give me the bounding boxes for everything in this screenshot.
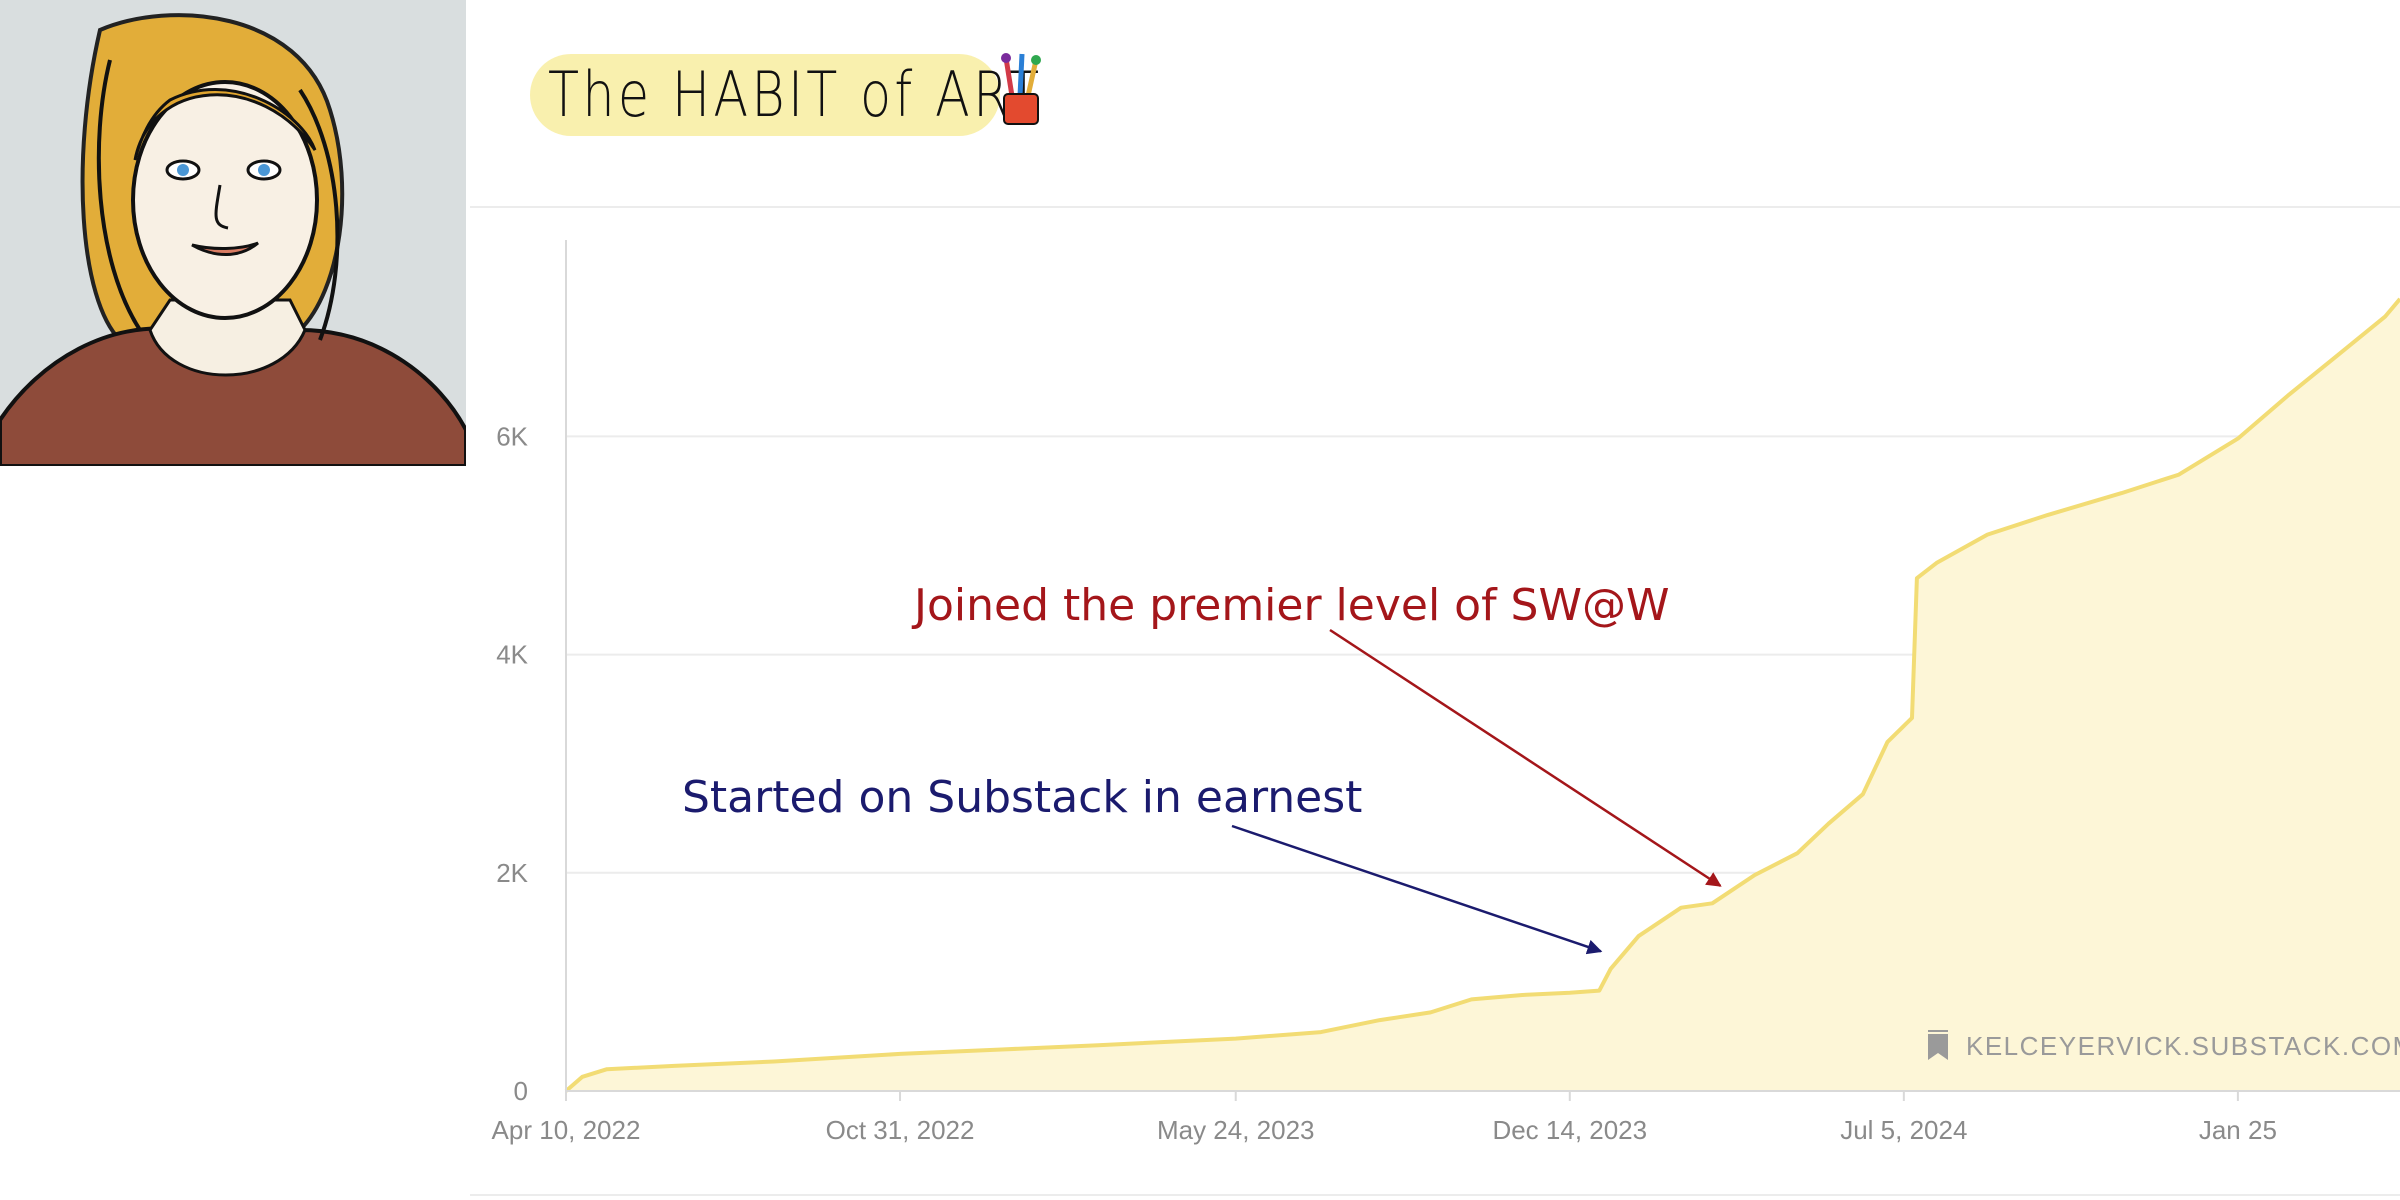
brush-cup-icon bbox=[1001, 53, 1041, 125]
watermark-text: KELCEYERVICK.SUBSTACK.COM bbox=[1966, 1031, 2400, 1061]
publication-logo[interactable]: The HABIT of ART bbox=[520, 42, 1060, 150]
x-tick-label: Jan 25 bbox=[2199, 1115, 2277, 1145]
footer-divider bbox=[470, 1194, 2400, 1196]
header-divider bbox=[470, 206, 2400, 208]
x-tick-label: Oct 31, 2022 bbox=[826, 1115, 975, 1145]
y-tick-label: 4K bbox=[496, 640, 528, 670]
annotation-text: Started on Substack in earnest bbox=[682, 772, 1362, 823]
logo-text: The HABIT of ART bbox=[548, 58, 1043, 131]
x-axis-ticks: Apr 10, 2022 Oct 31, 2022 May 24, 2023 Dec … bbox=[492, 1091, 2277, 1145]
y-axis-ticks: 0 2K 4K 6K bbox=[496, 421, 528, 1106]
annotation-arrow bbox=[1329, 628, 1722, 887]
series-area bbox=[566, 298, 2400, 1091]
annotations: Joined the premier level of SW@W Started … bbox=[682, 580, 1722, 955]
series-line bbox=[564, 297, 2400, 1093]
watermark[interactable]: KELCEYERVICK.SUBSTACK.COM bbox=[1928, 1030, 2400, 1061]
x-tick-label: Jul 5, 2024 bbox=[1840, 1115, 1967, 1145]
y-tick-label: 0 bbox=[514, 1076, 528, 1106]
x-tick-label: Dec 14, 2023 bbox=[1492, 1115, 1647, 1145]
substack-bookmark-icon bbox=[1928, 1030, 1948, 1060]
annotation-arrow bbox=[1231, 824, 1603, 955]
annotation-premier-level: Joined the premier level of SW@W bbox=[911, 580, 1722, 887]
y-tick-label: 2K bbox=[496, 858, 528, 888]
annotation-started-substack: Started on Substack in earnest bbox=[682, 772, 1603, 955]
x-tick-label: Apr 10, 2022 bbox=[492, 1115, 641, 1145]
x-tick-label: May 24, 2023 bbox=[1157, 1115, 1315, 1145]
y-tick-label: 6K bbox=[496, 421, 528, 451]
annotation-text: Joined the premier level of SW@W bbox=[911, 580, 1670, 631]
author-portrait bbox=[0, 0, 466, 466]
logo-highlight bbox=[530, 54, 1000, 136]
